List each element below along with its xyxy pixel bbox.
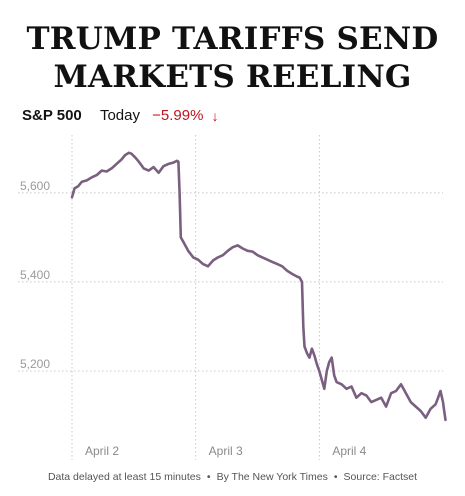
data-delay-note: Data delayed at least 15 minutes	[47, 471, 201, 483]
headline: TRUMP TARIFFS SEND MARKETS REELING	[0, 20, 465, 96]
arrow-down-icon: ↓	[211, 108, 219, 124]
footer: Data delayed at least 15 minutes • By The …	[0, 470, 465, 484]
footer-separator: •	[206, 471, 211, 483]
series-line	[70, 151, 447, 422]
x-tick-label: April 4	[332, 444, 366, 458]
headline-line-2: MARKETS REELING	[53, 59, 412, 95]
headline-line-1: TRUMP TARIFFS SEND	[26, 21, 439, 57]
grid-layer	[18, 135, 443, 460]
ticker-row: S&P 500 Today −5.99% ↓	[22, 105, 219, 127]
footer-separator: •	[333, 471, 338, 483]
series-layer	[70, 151, 447, 422]
y-tick-label: 5,600	[20, 179, 50, 193]
byline: By The New York Times	[216, 471, 328, 483]
y-tick-label: 5,200	[20, 357, 50, 371]
source: Source: Factset	[343, 471, 418, 483]
x-tick-label: April 2	[85, 444, 119, 458]
x-tick-label: April 3	[209, 444, 243, 458]
index-name: S&P 500	[22, 107, 82, 124]
y-tick-label: 5,400	[20, 268, 50, 282]
change-value: −5.99%	[152, 107, 204, 124]
period-label: Today	[99, 107, 140, 124]
axis-layer: 5,600 5,400 5,200 April 2 April 3 April 4	[20, 179, 367, 458]
